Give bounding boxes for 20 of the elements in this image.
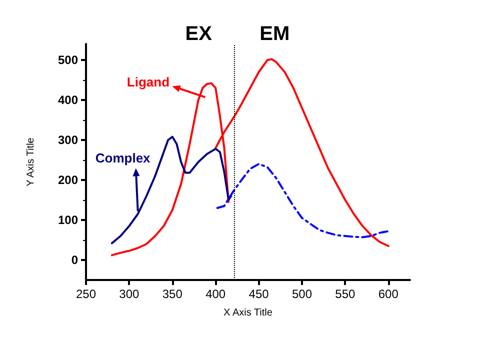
y-tick-label: 400 (58, 93, 78, 107)
x-tick-label: 550 (335, 287, 356, 301)
x-tick-label: 450 (248, 287, 270, 301)
annotation: EX (185, 23, 213, 45)
y-tick-label: 500 (58, 53, 78, 67)
y-tick-label: 0 (71, 253, 78, 267)
x-axis-title: X Axis Title (224, 308, 273, 318)
x-tick-label: 400 (206, 287, 226, 301)
y-tick-label: 300 (58, 133, 78, 147)
x-tick-label: 250 (76, 287, 96, 301)
x-tick-label: 500 (292, 287, 312, 301)
y-tick-label: 200 (58, 173, 78, 187)
x-tick-label: 350 (162, 287, 183, 301)
annotation: Complex (95, 150, 152, 166)
annotation: Ligand (126, 74, 170, 90)
x-tick-label: 300 (119, 287, 140, 301)
y-axis-title: Y Axis Title (26, 137, 36, 186)
x-tick-label: 600 (378, 287, 399, 301)
annotation: EM (260, 23, 290, 45)
y-tick-label: 100 (58, 213, 78, 227)
